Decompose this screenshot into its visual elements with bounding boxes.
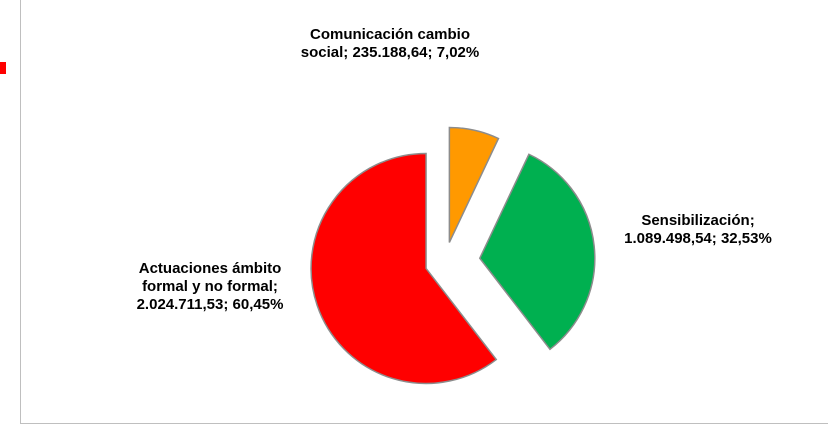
data-label: Actuaciones ámbito formal y no formal; 2…	[132, 260, 288, 314]
separator: ;	[223, 296, 229, 313]
value-label: 2.024.711,53	[136, 296, 224, 313]
chart-frame	[20, 0, 828, 424]
separator: ;	[272, 278, 278, 295]
separator: ;	[343, 44, 349, 61]
separator: ;	[749, 212, 755, 229]
category-name: Actuaciones ámbito formal y no formal	[138, 260, 282, 295]
percent-label: 32,53%	[720, 230, 772, 247]
marker	[0, 62, 6, 74]
category-name: Comunicación cambio social	[300, 26, 471, 61]
percent-label: 60,45%	[232, 296, 284, 313]
value-label: 235.188,64	[352, 44, 428, 61]
value-label: 1.089.498,54	[624, 230, 712, 247]
pie-slice	[310, 152, 498, 385]
pie-slice	[478, 153, 596, 351]
pie-slice	[448, 126, 500, 243]
data-label: Sensibilización; 1.089.498,54; 32,53%	[618, 212, 778, 248]
separator: ;	[427, 44, 433, 61]
percent-label: 7,02%	[436, 44, 480, 61]
category-name: Sensibilización	[641, 212, 750, 229]
data-label: Comunicación cambio social; 235.188,64; …	[300, 26, 480, 62]
separator: ;	[711, 230, 717, 247]
